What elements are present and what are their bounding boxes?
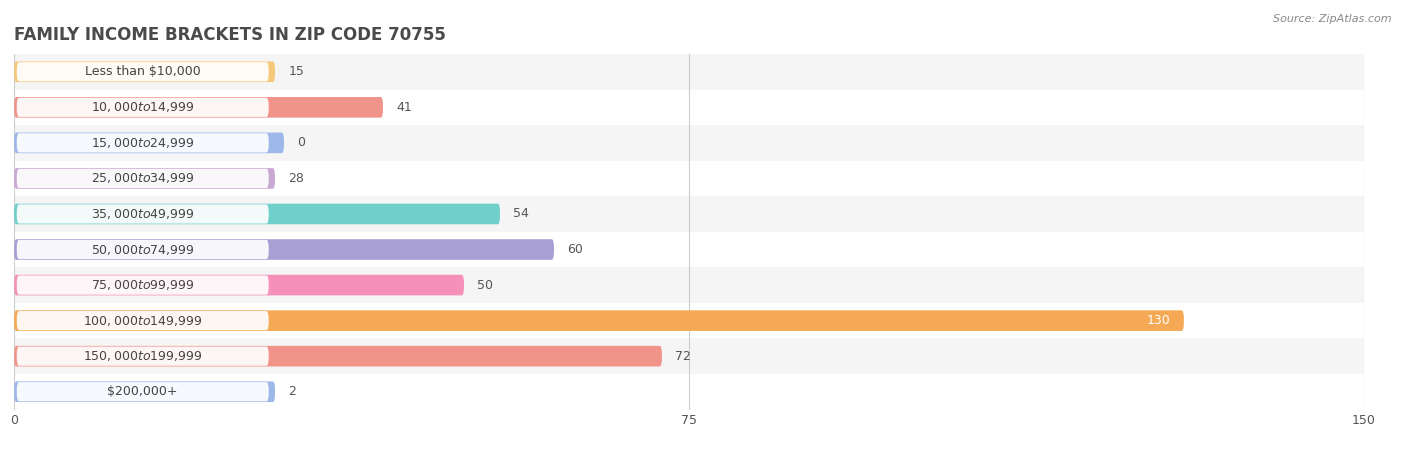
Text: 0: 0 (298, 136, 305, 149)
FancyBboxPatch shape (17, 275, 269, 295)
FancyBboxPatch shape (14, 133, 284, 153)
Text: 54: 54 (513, 207, 529, 220)
FancyBboxPatch shape (17, 311, 269, 330)
FancyBboxPatch shape (17, 169, 269, 188)
FancyBboxPatch shape (17, 240, 269, 259)
Bar (14, 303, 1364, 338)
Text: $100,000 to $149,999: $100,000 to $149,999 (83, 314, 202, 328)
Text: $150,000 to $199,999: $150,000 to $199,999 (83, 349, 202, 363)
Bar (14, 161, 1364, 196)
FancyBboxPatch shape (14, 346, 662, 366)
Bar (14, 90, 1364, 125)
FancyBboxPatch shape (14, 62, 276, 82)
Text: $50,000 to $74,999: $50,000 to $74,999 (91, 243, 194, 256)
Text: $10,000 to $14,999: $10,000 to $14,999 (91, 100, 194, 114)
Text: 50: 50 (478, 279, 494, 292)
Bar (14, 374, 1364, 410)
Bar (14, 338, 1364, 374)
Text: $25,000 to $34,999: $25,000 to $34,999 (91, 171, 194, 185)
Bar (14, 267, 1364, 303)
FancyBboxPatch shape (14, 275, 464, 295)
Bar (14, 196, 1364, 232)
FancyBboxPatch shape (14, 239, 554, 260)
FancyBboxPatch shape (14, 310, 1184, 331)
Text: 41: 41 (396, 101, 412, 114)
Bar (14, 54, 1364, 90)
FancyBboxPatch shape (14, 382, 276, 402)
Bar (14, 125, 1364, 161)
FancyBboxPatch shape (14, 204, 501, 224)
FancyBboxPatch shape (17, 204, 269, 224)
FancyBboxPatch shape (14, 97, 382, 117)
FancyBboxPatch shape (17, 133, 269, 153)
FancyBboxPatch shape (17, 382, 269, 401)
Text: $200,000+: $200,000+ (107, 385, 179, 398)
Text: 130: 130 (1147, 314, 1170, 327)
Text: 2: 2 (288, 385, 297, 398)
Text: 15: 15 (288, 65, 304, 78)
FancyBboxPatch shape (17, 346, 269, 366)
FancyBboxPatch shape (17, 98, 269, 117)
Text: Source: ZipAtlas.com: Source: ZipAtlas.com (1274, 14, 1392, 23)
Text: $75,000 to $99,999: $75,000 to $99,999 (91, 278, 194, 292)
Text: $35,000 to $49,999: $35,000 to $49,999 (91, 207, 194, 221)
Bar (14, 232, 1364, 267)
Text: 72: 72 (675, 350, 692, 363)
Text: 60: 60 (568, 243, 583, 256)
Text: Less than $10,000: Less than $10,000 (84, 65, 201, 78)
FancyBboxPatch shape (14, 168, 276, 189)
Text: FAMILY INCOME BRACKETS IN ZIP CODE 70755: FAMILY INCOME BRACKETS IN ZIP CODE 70755 (14, 26, 446, 44)
FancyBboxPatch shape (17, 62, 269, 81)
Text: 28: 28 (288, 172, 304, 185)
Text: $15,000 to $24,999: $15,000 to $24,999 (91, 136, 194, 150)
